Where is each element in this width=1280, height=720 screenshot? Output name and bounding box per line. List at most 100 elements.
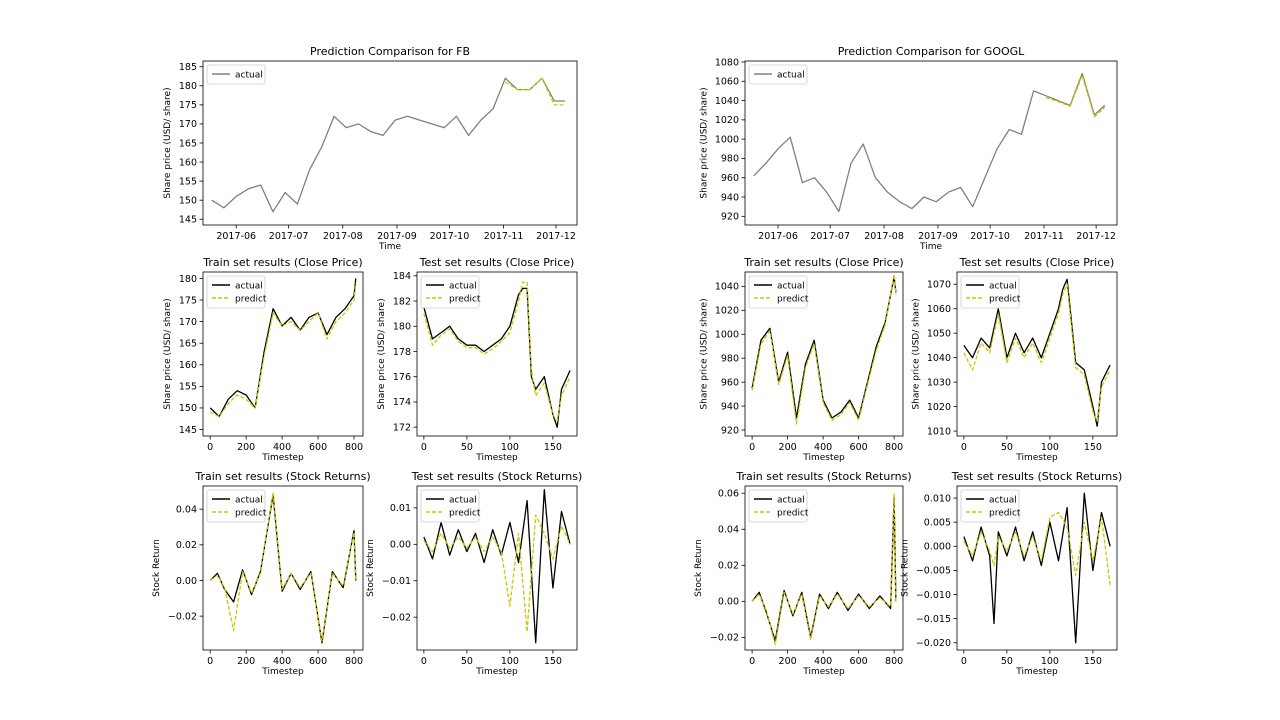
y-tick-label: 0.04 bbox=[176, 504, 197, 515]
chart-title: Train set results (Stock Returns) bbox=[735, 470, 911, 483]
y-axis-label: Share price (USD/ share) bbox=[912, 298, 922, 409]
y-tick-label: 174 bbox=[393, 397, 411, 408]
y-axis-label: Stock Return bbox=[900, 539, 910, 597]
y-tick-label: 0.010 bbox=[924, 493, 951, 504]
y-axis-label: Share price (USD/ share) bbox=[700, 87, 710, 198]
y-tick-label: 172 bbox=[393, 422, 411, 433]
axes-frame bbox=[416, 271, 578, 437]
y-tick-label: 175 bbox=[179, 295, 197, 306]
y-tick-label: 180 bbox=[179, 274, 197, 285]
y-axis-label: Stock Return bbox=[152, 539, 162, 597]
x-axis-label: Timestep bbox=[261, 667, 304, 677]
legend-box bbox=[420, 489, 480, 523]
legend: actual predict bbox=[420, 275, 481, 309]
legend-label-actual: actual bbox=[989, 281, 1017, 291]
series-line-predict bbox=[1045, 74, 1106, 118]
y-tick-label: −0.02 bbox=[168, 611, 197, 622]
chart-fb-train-returns: Train set results (Stock Returns) 0 200 400… bbox=[152, 470, 371, 677]
series-line-actual bbox=[211, 77, 565, 213]
x-tick-label: 2017-06 bbox=[216, 231, 256, 242]
legend-box bbox=[960, 489, 1020, 523]
y-tick-label: 150 bbox=[179, 196, 197, 207]
axes-frame bbox=[202, 271, 364, 437]
legend-label-predict: predict bbox=[235, 294, 267, 304]
chart-title: Prediction Comparison for GOOGL bbox=[838, 45, 1025, 58]
x-tick-label: 400 bbox=[273, 442, 291, 453]
x-tick-label: 2017-10 bbox=[970, 231, 1010, 242]
x-tick-label: 0 bbox=[207, 656, 213, 667]
legend-label-actual: actual bbox=[449, 495, 477, 505]
x-tick-label: 0 bbox=[961, 656, 967, 667]
x-tick-label: 200 bbox=[779, 442, 797, 453]
legend: actual predict bbox=[420, 489, 481, 523]
chart-title: Train set results (Close Price) bbox=[202, 256, 362, 269]
legend-label-predict: predict bbox=[777, 294, 809, 304]
y-tick-label: 960 bbox=[721, 173, 739, 184]
series-line-predict bbox=[209, 282, 357, 418]
y-tick-label: 165 bbox=[179, 339, 197, 350]
legend-label-predict: predict bbox=[777, 508, 809, 518]
y-tick-label: 1000 bbox=[715, 134, 739, 145]
y-tick-label: 1020 bbox=[715, 306, 739, 317]
legend-label-actual: actual bbox=[235, 495, 263, 505]
x-tick-label: 2017-08 bbox=[864, 231, 904, 242]
y-tick-label: 175 bbox=[179, 100, 197, 111]
y-tick-label: 940 bbox=[721, 192, 739, 203]
legend-label-actual: actual bbox=[777, 281, 805, 291]
x-tick-label: 100 bbox=[501, 442, 519, 453]
chart-googl-train-close: Train set results (Close Price) 0 200 400 60… bbox=[700, 256, 904, 463]
y-tick-label: 1030 bbox=[927, 377, 951, 388]
y-tick-label: −0.020 bbox=[916, 638, 951, 649]
legend-box bbox=[748, 64, 808, 85]
series-line-actual bbox=[753, 72, 1106, 213]
series-line-predict bbox=[423, 281, 571, 422]
x-tick-label: 400 bbox=[273, 656, 291, 667]
chart-googl-test-returns: Test set results (Stock Returns) 0 50 100 15… bbox=[900, 470, 1122, 677]
series-line-predict bbox=[963, 511, 1111, 585]
x-tick-label: 400 bbox=[814, 656, 832, 667]
y-tick-label: 0.00 bbox=[718, 597, 739, 608]
chart-title: Train set results (Close Price) bbox=[743, 256, 903, 269]
axes-frame bbox=[744, 271, 904, 437]
y-tick-label: 0.02 bbox=[718, 561, 739, 572]
series-line-predict bbox=[963, 283, 1111, 422]
x-tick-label: 150 bbox=[544, 442, 562, 453]
y-tick-label: −0.02 bbox=[382, 613, 411, 624]
y-axis-label: Stock Return bbox=[366, 539, 376, 597]
x-tick-label: 50 bbox=[461, 656, 473, 667]
x-tick-label: 100 bbox=[1041, 442, 1059, 453]
y-tick-label: 1070 bbox=[927, 280, 951, 291]
x-tick-label: 200 bbox=[237, 442, 255, 453]
x-tick-label: 200 bbox=[779, 656, 797, 667]
y-tick-label: 145 bbox=[179, 425, 197, 436]
chart-title: Test set results (Stock Returns) bbox=[411, 470, 583, 483]
y-tick-label: 0.00 bbox=[176, 576, 197, 587]
x-tick-label: 2017-11 bbox=[1024, 231, 1064, 242]
y-tick-label: 0.000 bbox=[924, 542, 951, 553]
legend-label-actual: actual bbox=[235, 70, 263, 80]
y-tick-label: 1060 bbox=[715, 77, 739, 88]
legend: actual predict bbox=[206, 275, 267, 309]
x-axis-label: Timestep bbox=[802, 453, 845, 463]
axes-frame bbox=[416, 485, 578, 651]
plots-layer: Prediction Comparison for FB 2017-06 2017-… bbox=[152, 45, 1122, 677]
x-axis-label: Timestep bbox=[261, 453, 304, 463]
series-line-actual bbox=[963, 278, 1111, 427]
x-tick-label: 2017-11 bbox=[484, 231, 524, 242]
legend: actual predict bbox=[206, 489, 267, 523]
x-tick-label: 800 bbox=[885, 656, 903, 667]
x-tick-label: 2017-07 bbox=[810, 231, 850, 242]
legend-box bbox=[960, 275, 1020, 309]
x-tick-label: 400 bbox=[814, 442, 832, 453]
x-tick-label: 100 bbox=[501, 656, 519, 667]
axes-frame bbox=[956, 485, 1118, 651]
legend-label-predict: predict bbox=[989, 508, 1021, 518]
legend-box bbox=[206, 64, 266, 85]
series-line-actual bbox=[209, 278, 357, 418]
legend: actual predict bbox=[748, 275, 809, 309]
y-axis-label: Share price (USD/ share) bbox=[377, 298, 387, 409]
x-tick-label: 2017-09 bbox=[377, 231, 417, 242]
x-tick-label: 2017-10 bbox=[430, 231, 470, 242]
legend: actual predict bbox=[960, 489, 1021, 523]
